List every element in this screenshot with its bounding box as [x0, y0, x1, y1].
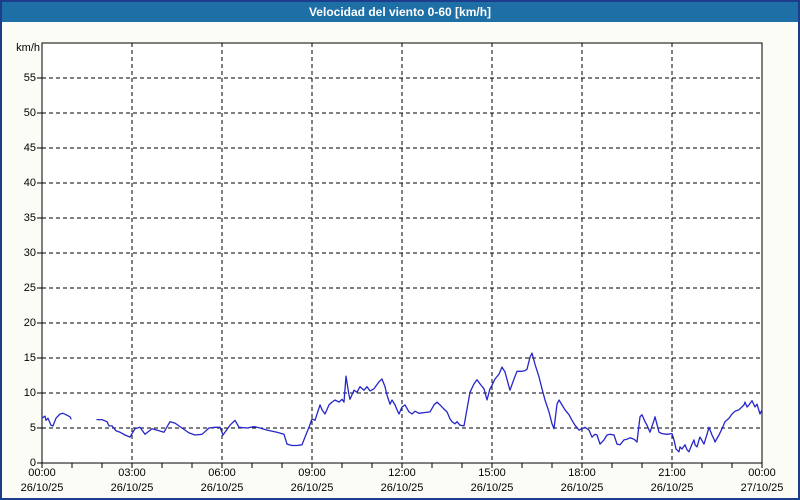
x-tick-date-26-10-25: 26/10/25: [470, 482, 514, 494]
x-tick-time-03:00: 03:00: [118, 467, 146, 479]
x-tick-date-26-10-25: 26/10/25: [290, 482, 334, 494]
y-tick-label-45: 45: [23, 142, 36, 154]
y-tick-label-0: 0: [29, 457, 36, 469]
y-tick-label-50: 50: [23, 107, 36, 119]
x-tick-date-26-10-25: 26/10/25: [200, 482, 244, 494]
y-tick-label-10: 10: [23, 387, 36, 399]
x-tick-time-21:00: 21:00: [658, 467, 686, 479]
x-tick-time-00:00: 00:00: [28, 467, 56, 479]
y-tick-label-5: 5: [29, 422, 36, 434]
x-tick-time-15:00: 15:00: [478, 467, 506, 479]
chart-title: Velocidad del viento 0-60 [km/h]: [308, 5, 492, 19]
y-tick-label-20: 20: [23, 317, 36, 329]
x-tick-time-12:00: 12:00: [388, 467, 416, 479]
chart-title-bar: Velocidad del viento 0-60 [km/h]: [2, 2, 798, 22]
x-tick-date-26-10-25: 26/10/25: [20, 482, 64, 494]
y-tick-label-30: 30: [23, 247, 36, 259]
y-tick-label-15: 15: [23, 352, 36, 364]
x-tick-date-26-10-25: 26/10/25: [650, 482, 694, 494]
x-tick-date-26-10-25: 26/10/25: [560, 482, 604, 494]
x-tick-date-26-10-25: 26/10/25: [380, 482, 424, 494]
y-tick-label-25: 25: [23, 282, 36, 294]
x-tick-time-00:00: 00:00: [748, 467, 776, 479]
y-tick-label-35: 35: [23, 212, 36, 224]
x-tick-time-18:00: 18:00: [568, 467, 596, 479]
x-tick-date-26-10-25: 26/10/25: [110, 482, 154, 494]
x-tick-time-09:00: 09:00: [298, 467, 326, 479]
x-tick-date-27-10-25: 27/10/25: [740, 482, 784, 494]
y-tick-label-55: 55: [23, 72, 36, 84]
y-tick-label-40: 40: [23, 177, 36, 189]
x-tick-time-06:00: 06:00: [208, 467, 236, 479]
y-axis-unit-label: km/h: [16, 42, 40, 54]
